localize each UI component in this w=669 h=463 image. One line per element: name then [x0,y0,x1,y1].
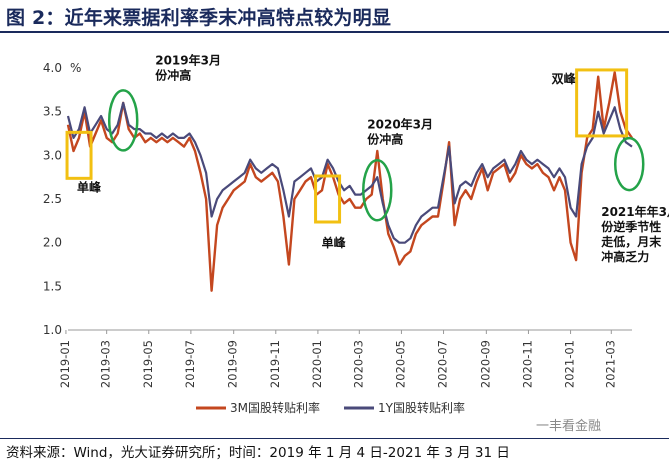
highlight-ellipse [613,136,645,192]
series-3m-line [66,71,633,292]
x-tick-label: 2019-11 [268,340,282,388]
annotation-line: 冲高乏力 [601,249,649,264]
annotation-line: 份冲高 [367,131,403,146]
y-tick-label: 1.0 [43,323,62,337]
x-tick-label: 2019-09 [226,340,240,388]
y-tick-label: 2.5 [43,192,62,206]
annotation-line: 2021年年3月 [601,204,669,219]
watermark-text: 一丰看金融 [536,419,602,434]
highlight-box [314,174,342,224]
highlight-box [575,68,629,138]
annotation-line: 2019年3月 [155,52,221,67]
annotation-label: 2019年3月份冲高 [155,52,221,82]
y-unit-label: % [70,61,81,75]
annotation-label: 单峰 [77,179,102,194]
x-tick-label: 2021-01 [563,340,577,388]
x-tick-label: 2020-07 [436,340,450,388]
legend-label-3m: 3M国股转贴利率 [230,400,320,415]
x-tick-label: 2019-05 [141,340,155,388]
highlight-ellipse [362,159,393,222]
y-tick-label: 1.5 [43,279,62,293]
annotation-label: 双峰 [552,71,577,86]
annotation-label: 2021年年3月份逆季节性走低，月末冲高乏力 [601,204,669,264]
chart-title: 图 2：近年来票据利率季末冲高特点较为明显 [6,7,392,29]
annotation-line: 单峰 [322,235,347,250]
annotation-line: 单峰 [77,179,102,194]
x-tick-label: 2021-03 [603,340,617,388]
x-tick-label: 2020-09 [478,340,492,388]
legend-label-1y: 1Y国股转贴利率 [378,400,465,415]
annotation-line: 双峰 [552,71,577,86]
x-tick-label: 2020-11 [520,340,534,388]
annotation-line: 2020年3月 [367,116,433,131]
footer-divider [0,438,669,439]
highlight-box [65,130,93,180]
annotation-label: 2020年3月份冲高 [367,116,433,146]
x-tick-label: 2020-03 [351,340,365,388]
x-tick-label: 2020-05 [393,340,407,388]
x-tick-label: 2019-01 [58,340,72,388]
x-tick-label: 2019-03 [99,340,113,388]
annotation-label: 单峰 [322,235,347,250]
annotation-line: 份逆季节性 [601,219,661,234]
x-tick-label: 2020-01 [310,340,324,388]
y-tick-label: 3.0 [43,148,62,162]
series-1y-line [66,101,633,244]
annotation-line: 走低，月末 [601,234,662,249]
y-tick-label: 2.0 [43,236,62,250]
annotation-line: 份冲高 [155,67,191,82]
line-chart: 1.0 1.5 2.0 2.5 3.0 3.5 4.0% 2019-01 2019-03 201… [43,52,669,415]
title-divider [0,31,669,33]
highlight-ellipse [107,89,139,152]
y-tick-label: 4.0 [43,61,62,75]
source-note: 资料来源：Wind，光大证券研究所；时间：2019 年 1 月 4 日-2021… [6,445,510,461]
y-tick-label: 3.5 [43,105,62,119]
x-tick-label: 2019-07 [183,340,197,388]
